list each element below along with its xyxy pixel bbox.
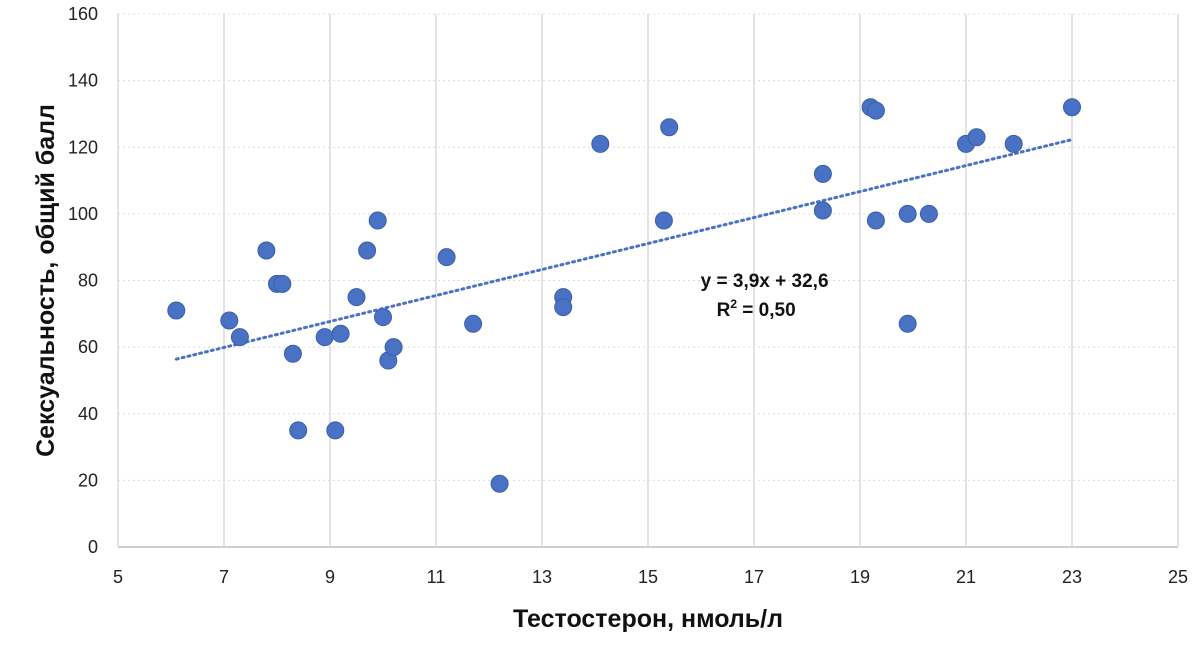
y-tick-label: 20	[78, 470, 98, 490]
x-tick-label: 17	[744, 567, 764, 587]
data-point	[289, 421, 308, 440]
data-point	[898, 314, 917, 333]
r2-superscript: 2	[730, 297, 737, 311]
grid-lines	[117, 13, 1179, 548]
x-tick-label: 9	[325, 567, 335, 587]
x-tick-label: 11	[427, 567, 446, 587]
r2-prefix: R	[717, 300, 731, 321]
data-point	[464, 314, 483, 333]
data-point	[660, 118, 679, 137]
data-point	[866, 211, 885, 230]
data-point	[813, 164, 832, 183]
data-point	[167, 301, 186, 320]
y-tick-label: 0	[88, 537, 98, 557]
data-point	[368, 211, 387, 230]
x-tick-label: 15	[638, 567, 658, 587]
x-tick-label: 19	[850, 567, 870, 587]
r2-value: = 0,50	[737, 300, 796, 321]
data-point	[374, 308, 392, 327]
trend-equation: y = 3,9x + 32,6	[701, 271, 829, 292]
data-point	[384, 338, 403, 357]
data-point	[654, 211, 673, 230]
data-point	[220, 311, 239, 330]
y-tick-label: 100	[68, 204, 98, 224]
y-tick-label: 60	[78, 337, 98, 357]
x-tick-label: 21	[956, 567, 976, 587]
data-point	[1004, 134, 1023, 153]
x-tick-label: 23	[1062, 567, 1082, 587]
data-point	[437, 248, 456, 267]
data-point	[283, 344, 302, 363]
y-tick-label: 80	[78, 271, 98, 291]
y-axis-ticks: 0 20 40 60 80 100 120 140 160	[68, 4, 98, 557]
data-point	[591, 134, 610, 153]
y-tick-label: 40	[78, 404, 98, 424]
data-points	[167, 98, 1081, 493]
y-tick-label: 120	[68, 137, 98, 157]
data-point	[273, 274, 292, 293]
data-point	[257, 241, 276, 260]
data-point	[813, 201, 832, 220]
data-point	[347, 288, 366, 307]
y-tick-label: 140	[68, 71, 98, 91]
data-point	[919, 204, 938, 223]
data-point	[358, 241, 377, 260]
y-tick-label: 160	[68, 4, 98, 24]
data-point	[326, 421, 345, 440]
x-tick-label: 25	[1168, 567, 1188, 587]
data-point	[967, 128, 986, 147]
data-point	[331, 324, 350, 343]
x-tick-label: 13	[532, 567, 552, 587]
data-point	[490, 474, 509, 493]
y-axis-title: Сексуальность, общий балл	[32, 104, 60, 457]
x-axis-ticks: 5 7 9 11 13 15 17 19 21 23 25	[113, 567, 1188, 587]
x-axis-title: Тестостерон, нмоль/л	[513, 605, 783, 633]
data-point	[1063, 98, 1081, 117]
data-point	[866, 101, 885, 120]
data-point	[554, 298, 573, 317]
trend-line	[174, 138, 1074, 361]
x-tick-label: 5	[113, 567, 123, 587]
data-point	[315, 328, 334, 347]
x-tick-label: 7	[219, 567, 229, 587]
data-point	[898, 204, 917, 223]
data-point	[230, 328, 249, 347]
trend-r-squared: R2 = 0,50	[717, 297, 796, 321]
